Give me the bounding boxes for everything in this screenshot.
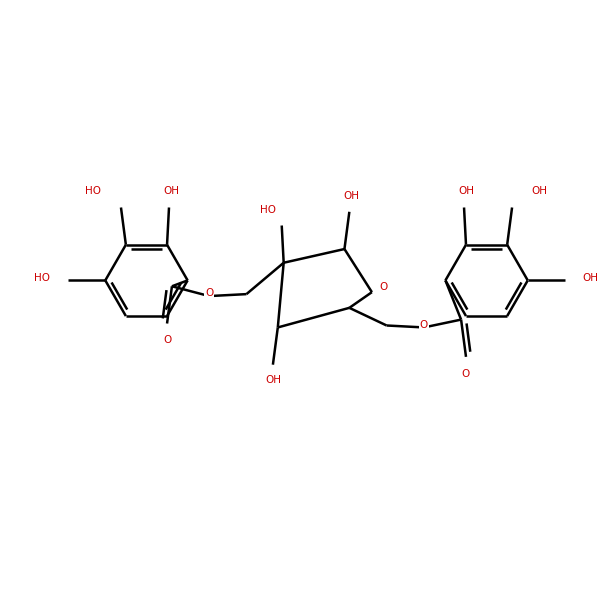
Text: OH: OH	[343, 191, 359, 201]
Text: HO: HO	[34, 274, 50, 283]
Text: OH: OH	[163, 186, 179, 196]
Text: O: O	[380, 282, 388, 292]
Text: OH: OH	[458, 186, 474, 196]
Text: HO: HO	[260, 205, 276, 215]
Text: HO: HO	[85, 186, 101, 196]
Text: O: O	[420, 320, 428, 329]
Text: OH: OH	[265, 376, 281, 385]
Text: OH: OH	[532, 186, 548, 196]
Text: O: O	[163, 335, 171, 345]
Text: OH: OH	[583, 274, 599, 283]
Text: O: O	[462, 368, 470, 379]
Text: O: O	[205, 288, 214, 298]
